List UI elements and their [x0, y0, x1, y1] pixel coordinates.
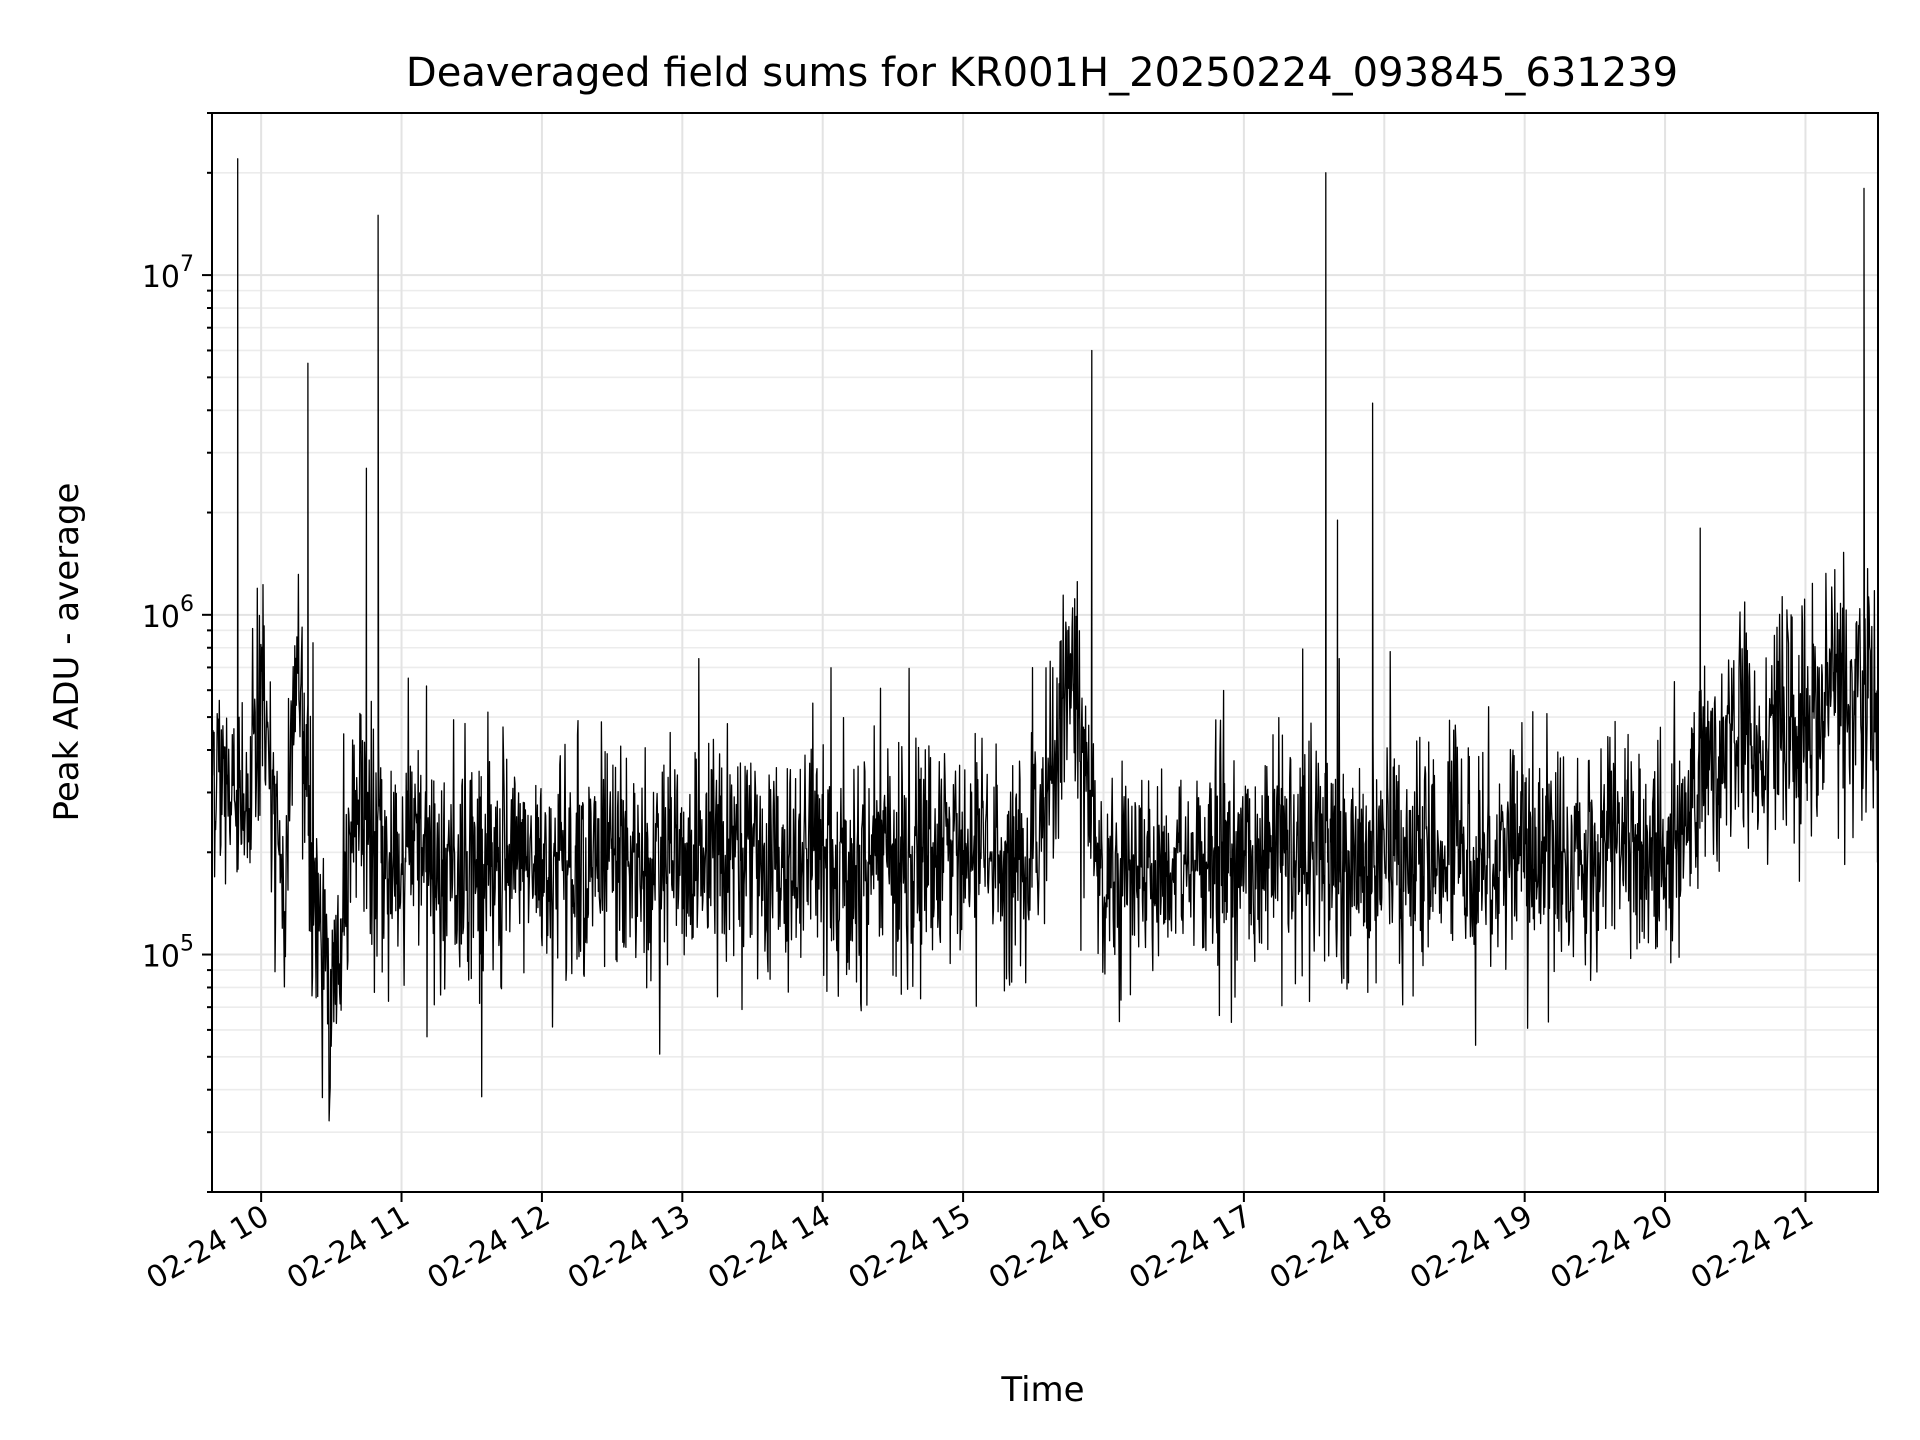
y-tick-base: 10: [142, 600, 180, 635]
y-tick-exponent: 6: [180, 592, 194, 617]
x-tick-label: 02-24 16: [983, 1199, 1117, 1297]
plot-frame: [211, 112, 1879, 1193]
x-tick-labels: 02-24 10 02-24 11 02-24 12 02-24 13 02-24 14…: [141, 1199, 1820, 1297]
x-tick-label: 02-24 21: [1685, 1199, 1819, 1297]
y-tick-label: 105: [142, 932, 194, 975]
x-tick-label: 02-24 15: [843, 1199, 977, 1297]
series-layer: [211, 158, 1879, 1122]
x-tick-label: 02-24 13: [562, 1199, 696, 1297]
x-tick-label: 02-24 10: [141, 1199, 275, 1297]
series-line: [211, 158, 1879, 1122]
y-tick-exponent: 5: [180, 932, 194, 957]
y-tick-label: 106: [142, 592, 194, 635]
axis-ticks: [202, 112, 1807, 1202]
x-axis-label: Time: [1000, 1370, 1084, 1410]
y-tick-label: 107: [142, 252, 194, 295]
x-tick-label: 02-24 17: [1124, 1199, 1258, 1297]
y-tick-base: 10: [142, 260, 180, 295]
x-tick-label: 02-24 19: [1404, 1199, 1538, 1297]
x-tick-label: 02-24 20: [1545, 1199, 1679, 1297]
chart-title: Deaveraged field sums for KR001H_2025022…: [406, 50, 1678, 96]
chart-grid: [212, 112, 1878, 1193]
x-tick-label: 02-24 12: [422, 1199, 556, 1297]
y-tick-exponent: 7: [180, 252, 194, 277]
y-tick-base: 10: [142, 940, 180, 975]
x-tick-label: 02-24 18: [1264, 1199, 1398, 1297]
x-tick-label: 02-24 11: [281, 1199, 415, 1297]
y-axis-label: Peak ADU - average: [47, 483, 87, 822]
x-tick-label: 02-24 14: [702, 1199, 836, 1297]
